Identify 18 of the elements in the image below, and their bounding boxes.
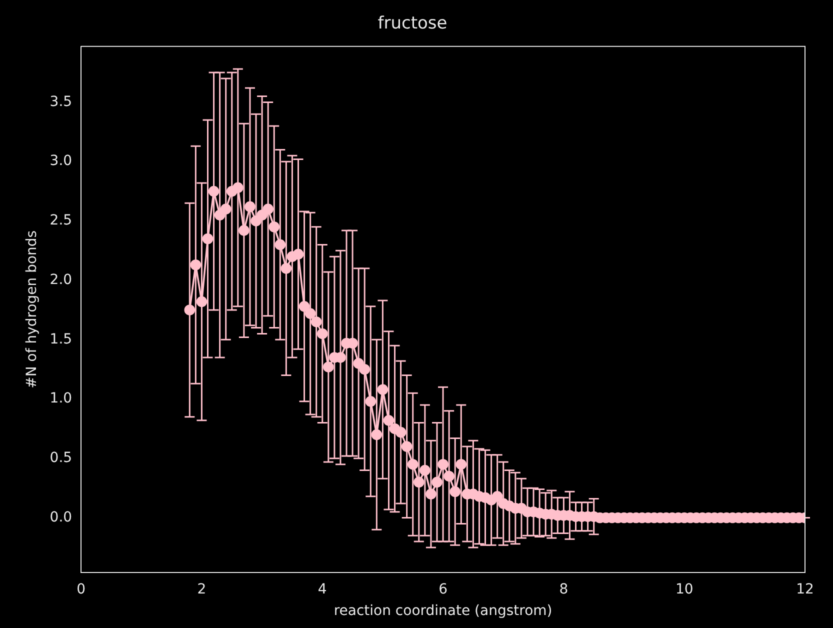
x-axis-title: reaction coordinate (angstrom) bbox=[334, 603, 552, 620]
y-tick-label: 1.5 bbox=[50, 331, 72, 348]
x-tick-label: 0 bbox=[76, 581, 86, 598]
x-tick-label: 12 bbox=[796, 581, 814, 598]
y-tick-label: 1.0 bbox=[50, 390, 72, 407]
chart-title: fructose bbox=[378, 14, 448, 34]
y-tick-label: 2.5 bbox=[50, 212, 72, 229]
x-tick-label: 8 bbox=[559, 581, 568, 598]
y-axis-title: #N of hydrogen bonds bbox=[24, 230, 40, 388]
y-tick-label: 2.0 bbox=[50, 272, 72, 288]
x-tick-label: 2 bbox=[197, 581, 206, 598]
y-tick-label: 3.0 bbox=[50, 153, 72, 170]
x-tick-label: 4 bbox=[318, 581, 327, 598]
x-tick-label: 6 bbox=[438, 581, 448, 598]
y-tick-label: 3.5 bbox=[50, 94, 72, 110]
x-tick-label: 10 bbox=[675, 581, 694, 598]
y-tick-label: 0.0 bbox=[50, 509, 72, 526]
y-tick-label: 0.5 bbox=[50, 450, 72, 466]
